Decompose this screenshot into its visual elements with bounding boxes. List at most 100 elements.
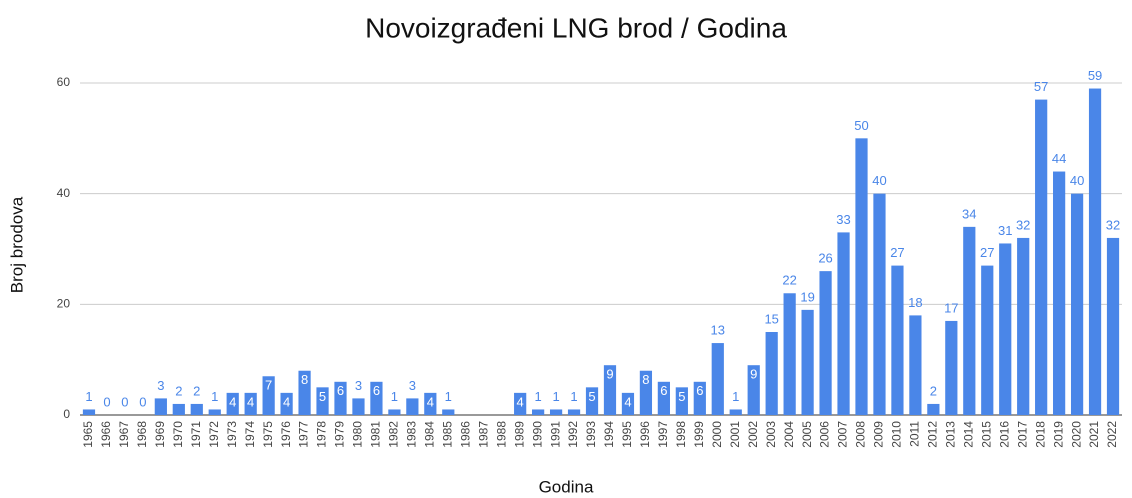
value-label: 26	[818, 251, 832, 266]
value-label: 3	[355, 378, 362, 393]
x-tick-label: 2008	[854, 421, 868, 448]
value-label: 59	[1088, 68, 1102, 83]
value-label: 1	[535, 389, 542, 404]
value-label: 31	[998, 223, 1012, 238]
x-tick-label: 1986	[458, 421, 472, 448]
bar	[226, 392, 239, 415]
bar	[370, 381, 383, 415]
value-label: 1	[211, 389, 218, 404]
x-tick-label: 2009	[872, 421, 886, 448]
value-label: 18	[908, 295, 922, 310]
y-tick-label: 60	[57, 75, 71, 89]
x-tick-label: 2021	[1087, 421, 1101, 448]
x-tick-label: 1997	[656, 421, 670, 448]
value-label: 6	[696, 383, 703, 398]
bar	[747, 365, 760, 415]
x-tick-label: 2003	[764, 421, 778, 448]
x-tick-label: 1972	[207, 421, 221, 448]
bar	[1017, 237, 1030, 415]
x-tick-label: 1969	[153, 421, 167, 448]
bar	[244, 392, 257, 415]
value-label: 50	[854, 118, 868, 133]
x-tick-label: 1988	[494, 421, 508, 448]
x-tick-label: 2015	[979, 421, 993, 448]
bar	[909, 315, 922, 415]
x-tick-label: 1970	[171, 421, 185, 448]
bar	[190, 403, 203, 415]
bar	[388, 409, 401, 415]
x-tick-label: 1995	[620, 421, 634, 448]
x-tick-label: 1981	[369, 421, 383, 448]
x-tick-label: 1975	[261, 421, 275, 448]
bar	[352, 398, 365, 415]
x-tick-label: 1998	[674, 421, 688, 448]
value-label: 2	[930, 383, 937, 398]
bar	[945, 320, 958, 415]
x-tick-label: 1984	[422, 421, 436, 448]
x-tick-label: 1983	[405, 421, 419, 448]
value-label: 9	[750, 367, 757, 382]
value-label: 4	[283, 394, 290, 409]
value-label: 34	[962, 206, 976, 221]
value-label: 5	[319, 389, 326, 404]
value-label: 9	[606, 367, 613, 382]
value-label: 6	[660, 383, 667, 398]
bar	[963, 226, 976, 415]
x-tick-label: 1999	[692, 421, 706, 448]
value-label: 4	[517, 394, 524, 409]
bar	[1070, 193, 1084, 415]
value-label: 40	[872, 173, 886, 188]
value-label: 19	[800, 289, 814, 304]
x-tick-label: 1990	[530, 421, 544, 448]
bar	[981, 265, 994, 415]
y-axis-title: Broj brodova	[7, 196, 26, 293]
value-label: 44	[1052, 151, 1066, 166]
bar	[891, 265, 904, 415]
value-label: 1	[391, 389, 398, 404]
value-label: 2	[193, 383, 200, 398]
bar	[837, 232, 850, 415]
x-tick-label: 2014	[961, 421, 975, 448]
bar	[172, 403, 185, 415]
x-tick-label: 2011	[908, 421, 922, 447]
value-label: 1	[732, 389, 739, 404]
value-label: 3	[157, 378, 164, 393]
x-tick-label: 2017	[1015, 421, 1029, 448]
x-tick-label: 1987	[476, 421, 490, 448]
bar	[819, 271, 832, 415]
value-label: 22	[782, 273, 796, 288]
x-tick-label: 1966	[99, 421, 113, 448]
bar	[82, 409, 96, 415]
bar	[1088, 88, 1102, 416]
bar	[999, 243, 1012, 415]
x-tick-label: 2005	[800, 421, 814, 448]
x-tick-label: 1971	[189, 421, 203, 448]
bar	[729, 409, 742, 415]
value-label: 27	[890, 245, 904, 260]
bar	[657, 381, 670, 415]
y-tick-label: 40	[57, 186, 71, 200]
x-tick-label: 1976	[279, 421, 293, 448]
bar	[801, 309, 814, 415]
bar	[532, 409, 545, 415]
value-label: 15	[764, 311, 778, 326]
x-tick-label: 1991	[548, 421, 562, 448]
value-label: 0	[103, 394, 110, 409]
value-label: 32	[1106, 217, 1120, 232]
value-label: 1	[85, 389, 92, 404]
x-tick-label: 1989	[512, 421, 526, 448]
value-label: 4	[427, 394, 434, 409]
bar	[603, 365, 617, 415]
bar	[406, 398, 419, 415]
x-tick-label: 2006	[818, 421, 832, 448]
bar	[442, 409, 455, 415]
x-tick-label: 1977	[297, 421, 311, 448]
x-tick-label: 1974	[243, 421, 257, 448]
y-tick-label: 20	[57, 297, 71, 311]
x-tick-label: 2013	[943, 421, 957, 448]
bar	[298, 370, 311, 415]
bar	[783, 293, 796, 415]
bar	[154, 398, 167, 415]
bar	[639, 370, 653, 415]
